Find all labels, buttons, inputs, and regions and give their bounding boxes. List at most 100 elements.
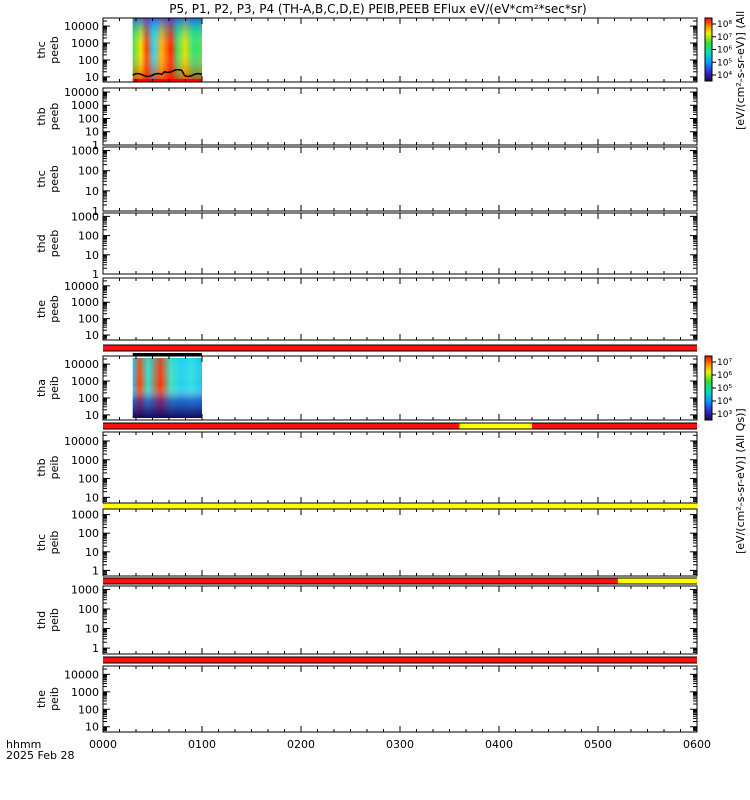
ytick-label: 100 <box>78 603 99 616</box>
ylabel-probe: the <box>35 300 48 318</box>
ylabel-probe: thc <box>35 41 48 58</box>
ylabel-probe: thb <box>35 107 48 125</box>
colorbar-top: 10⁴ 10⁵ 10⁶ 10⁷ 10⁸ <box>704 17 732 82</box>
heatmap-shade-tha-peib <box>132 358 202 418</box>
ylabel-instrument: peeb <box>48 165 61 193</box>
panel-the-peeb: 10 100 1000 10000 the peeb <box>35 277 698 342</box>
colorbar-tick-label: 10⁶ <box>717 46 732 56</box>
panel-frame-thb-peib <box>102 431 698 504</box>
ylabel-instrument: peib <box>48 456 61 480</box>
panel-frame-thd-peib <box>102 585 698 655</box>
panel-tha-peib: 10 100 1000 10000 tha peib <box>35 353 698 422</box>
ytick-label: 10 <box>85 71 99 84</box>
flag-segment-yellow <box>617 578 697 584</box>
ylabel-instrument: peeb <box>48 295 61 323</box>
ytick-label: 1000 <box>71 454 99 467</box>
ytick-label: 1000 <box>71 509 99 522</box>
ytick-label: 1000 <box>71 686 99 699</box>
xtick-label: 0400 <box>485 738 513 751</box>
ytick-label: 10 <box>85 126 99 139</box>
ytick-label: 1 <box>92 642 99 655</box>
xtick-label: 0100 <box>188 738 216 751</box>
colorbar-bottom: 10³ 10⁴ 10⁵ 10⁶ 10⁷ <box>704 355 732 421</box>
xtick-label: 0000 <box>89 738 117 751</box>
flag-segment-yellow <box>459 423 532 429</box>
ytick-label: 100 <box>78 112 99 125</box>
ytick-label: 10 <box>85 491 99 504</box>
ytick-label: 100 <box>78 54 99 67</box>
flag-segment-red <box>532 423 697 429</box>
panel-thd-peib: 1 10 100 1000 thd peib <box>35 583 698 655</box>
ytick-label: 1 <box>92 564 99 577</box>
ylabel-probe: thc <box>35 170 48 187</box>
ytick-label: 100 <box>78 313 99 326</box>
panel-thc-peeb-2: 1 10 100 1000 thc peeb <box>35 145 698 218</box>
ytick-label: 10000 <box>64 435 99 448</box>
colorbar-tick-label: 10⁴ <box>717 71 732 81</box>
ytick-label: 10000 <box>64 20 99 33</box>
colorbar-tick-label: 10⁷ <box>717 358 732 368</box>
ylabel-probe: thd <box>35 611 48 629</box>
ytick-label: 100 <box>78 165 99 178</box>
x-axis-label-date: 2025 Feb 28 <box>6 749 74 762</box>
ytick-label: 10000 <box>64 358 99 371</box>
ytick-label: 1000 <box>71 375 99 388</box>
panel-the-peib: 10 100 1000 10000 the peib <box>35 665 698 734</box>
colorbar-tick-label: 10⁸ <box>717 20 732 30</box>
xtick-label: 0500 <box>584 738 612 751</box>
flag-bar-4 <box>103 656 697 664</box>
flag-bar-3 <box>103 577 697 585</box>
ytick-label: 10 <box>85 249 99 262</box>
ytick-label: 1000 <box>71 210 99 223</box>
flag-segment-red <box>103 345 697 351</box>
ytick-label: 1 <box>92 139 99 152</box>
flag-segment-red <box>103 578 618 584</box>
ytick-label: 10 <box>85 721 99 734</box>
xtick-label: 0200 <box>287 738 315 751</box>
xtick-label: 0300 <box>386 738 414 751</box>
ytick-label: 10 <box>85 185 99 198</box>
ytick-label: 1000 <box>71 583 99 596</box>
xtick-label: 0600 <box>683 738 711 751</box>
ylabel-probe: the <box>35 690 48 708</box>
ytick-label: 10000 <box>64 668 99 681</box>
heatmap-floor-thc-peeb-1 <box>132 79 202 82</box>
ylabel-instrument: peeb <box>48 36 61 64</box>
heatmap-shade-thc-peeb-1 <box>132 18 202 80</box>
panel-frame-the-peib <box>102 665 698 733</box>
ytick-label: 10 <box>85 329 99 342</box>
chart-title: P5, P1, P2, P3, P4 (TH-A,B,C,D,E) PEIB,P… <box>169 2 586 16</box>
flag-segment-yellow <box>103 503 697 509</box>
ylabel-instrument: peib <box>48 531 61 555</box>
flag-segment-red <box>103 657 697 663</box>
flag-bar-2 <box>103 502 697 510</box>
panel-frame-thc-peeb-2 <box>102 146 698 212</box>
ytick-label: 1 <box>92 205 99 218</box>
ylabel-probe: thd <box>35 234 48 252</box>
x-axis: 0000 0100 0200 0300 0400 0500 0600 <box>89 738 711 751</box>
ytick-label: 10 <box>85 409 99 422</box>
colorbar-bottom-label: [eV/(cm²-s-sr-eV)] (All Qs)] <box>734 408 747 554</box>
panel-frame-thd-peeb <box>102 212 698 275</box>
ylabel-probe: tha <box>35 379 48 397</box>
colorbar-tick-label: 10³ <box>717 410 732 420</box>
ylabel-probe: thc <box>35 534 48 551</box>
panel-thc-peeb-1: 10 100 1000 10000 thc peeb <box>35 17 698 84</box>
ytick-label: 1000 <box>71 37 99 50</box>
colorbar-tick-label: 10⁴ <box>717 397 732 407</box>
flag-bars <box>103 344 697 664</box>
colorbar-top-label: [eV/(cm²-s-sr-eV)] (All <box>734 11 747 130</box>
ytick-label: 100 <box>78 392 99 405</box>
top-bar-tha-peib <box>132 353 202 356</box>
panel-thb-peib: 10 100 1000 10000 thb peib <box>35 431 698 504</box>
ylabel-instrument: peib <box>48 687 61 711</box>
ytick-label: 100 <box>78 473 99 486</box>
flag-bar-1 <box>103 422 697 430</box>
flag-segment-red <box>103 423 460 429</box>
ytick-label: 10 <box>85 623 99 636</box>
ytick-label: 10000 <box>64 280 99 293</box>
colorbar-tick-label: 10⁷ <box>717 33 732 43</box>
colorbar-tick-label: 10⁵ <box>717 58 732 68</box>
